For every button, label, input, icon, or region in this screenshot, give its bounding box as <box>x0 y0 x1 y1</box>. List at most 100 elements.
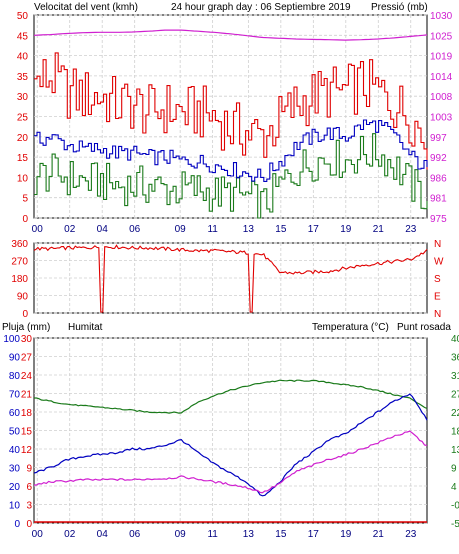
humidity-series <box>33 393 428 497</box>
pressure-axis-tick-label: 975 <box>430 214 447 225</box>
humidity-axis-tick-label: 0 <box>14 519 20 530</box>
temperature-x-tick-label: 21 <box>373 529 385 540</box>
wind-x-tick-label: 13 <box>243 224 255 235</box>
dewpoint-axis-title: Punt rosada <box>397 322 451 333</box>
pressure-axis-tick-label: 1025 <box>430 31 453 42</box>
rain-axis-tick-label: 15 <box>21 427 33 438</box>
wind-axis-title: Velocitat del vent (kmh) <box>34 2 138 13</box>
temperature-x-tick-label: 06 <box>129 529 141 540</box>
rain-axis-tick-label: 30 <box>21 334 33 345</box>
rain-axis-tick-label: 9 <box>26 464 32 475</box>
temperature-x-tick-label: 19 <box>340 529 352 540</box>
wind-x-tick-label: 23 <box>405 224 417 235</box>
pressure-series <box>33 29 428 41</box>
wind-x-tick-label: 06 <box>129 224 141 235</box>
rain-axis-tick-label: 18 <box>21 408 33 419</box>
rain-axis-tick-label: 27 <box>21 353 33 364</box>
humidity-axis-tick-label: 10 <box>9 501 21 512</box>
rain-axis-tick-label: 0 <box>26 519 32 530</box>
pressure-axis-tick-label: 986 <box>430 173 447 184</box>
wind-x-tick-label: 17 <box>308 224 320 235</box>
direction-compass-tick-label: N <box>434 239 441 250</box>
dewpoint-series <box>34 430 428 494</box>
wind-x-tick-label: 00 <box>32 224 44 235</box>
temperature-axis-tick-label: -5 <box>451 519 459 530</box>
wind-direction-series <box>33 244 428 313</box>
temperature-axis-tick-label: 40 <box>451 334 459 345</box>
humidity-axis-tick-label: 20 <box>9 482 21 493</box>
temperature-axis-tick-label: 4 <box>451 482 457 493</box>
temperature-x-tick-label: 17 <box>308 529 320 540</box>
direction-compass-tick-label: W <box>434 257 444 268</box>
pressure-axis-title: Pressió (mb) <box>371 2 428 13</box>
pressure-axis-tick-label: 1014 <box>430 72 453 83</box>
humidity-axis-tick-label: 100 <box>3 334 20 345</box>
temperature-x-tick-label: 11 <box>207 529 218 540</box>
rain-axis-tick-label: 6 <box>26 482 32 493</box>
graph-title: 24 hour graph day : 06 Septiembre 2019 <box>171 2 351 13</box>
direction-compass-tick-label: E <box>434 292 441 303</box>
pressure-axis-tick-label: 992 <box>430 153 447 164</box>
humidity-axis-tick-label: 30 <box>9 464 21 475</box>
rain-axis-tick-label: 12 <box>21 445 33 456</box>
wind-axis-tick-label: 20 <box>17 133 29 144</box>
temperature-x-tick-label: 00 <box>32 529 44 540</box>
rain-axis-tick-label: 3 <box>26 501 32 512</box>
pressure-axis-tick-label: 981 <box>430 194 447 205</box>
temperature-axis-tick-label: 13 <box>451 445 459 456</box>
wind-x-tick-label: 02 <box>64 224 76 235</box>
wind-axis-tick-label: 25 <box>17 113 29 124</box>
humidity-axis-tick-label: 90 <box>9 353 21 364</box>
humidity-axis-tick-label: 70 <box>9 390 21 401</box>
humidity-axis-tick-label: 50 <box>9 427 21 438</box>
direction-axis-tick-label: 90 <box>17 292 29 303</box>
temperature-axis-tick-label: 18 <box>451 427 459 438</box>
humidity-axis-tick-label: 60 <box>9 408 21 419</box>
wind-x-tick-label: 11 <box>207 224 218 235</box>
pressure-axis-tick-label: 1008 <box>430 92 453 103</box>
rain-axis-tick-label: 24 <box>21 371 33 382</box>
pressure-axis-tick-label: 1030 <box>430 11 453 22</box>
temperature-x-tick-label: 02 <box>64 529 76 540</box>
wind-x-tick-label: 19 <box>340 224 352 235</box>
pressure-axis-tick-label: 1003 <box>430 113 453 124</box>
wind-axis-tick-label: 40 <box>17 52 29 63</box>
wind-low-series <box>34 133 428 219</box>
wind-axis-tick-label: 50 <box>17 11 29 22</box>
wind-axis-tick-label: 10 <box>17 173 29 184</box>
wind-x-tick-label: 09 <box>175 224 187 235</box>
humidity-axis-tick-label: 80 <box>9 371 21 382</box>
direction-axis-tick-label: 0 <box>22 309 28 320</box>
direction-compass-tick-label: N <box>434 309 441 320</box>
wind-axis-tick-label: 0 <box>22 214 28 225</box>
wind-x-tick-label: 15 <box>275 224 287 235</box>
wind-x-tick-label: 04 <box>97 224 109 235</box>
temperature-axis-tick-label: 36 <box>451 353 459 364</box>
temperature-x-tick-label: 09 <box>175 529 187 540</box>
temperature-axis-tick-label: 22 <box>451 408 459 419</box>
direction-axis-tick-label: 180 <box>11 274 28 285</box>
wind-axis-tick-label: 35 <box>17 72 29 83</box>
temperature-series <box>34 379 428 414</box>
temperature-x-tick-label: 04 <box>97 529 109 540</box>
wind-panel: 5045403530252015105010301025101910141008… <box>17 11 453 235</box>
rain-axis-title: Pluja (mm) <box>2 322 50 333</box>
wind-axis-tick-label: 30 <box>17 92 29 103</box>
wind-gust-series <box>34 52 428 170</box>
temperature-panel: 1009080706050403020100302724211815129630… <box>3 334 459 540</box>
humidity-axis-title: Humitat <box>68 322 103 333</box>
pressure-axis-tick-label: 997 <box>430 133 447 144</box>
temperature-x-tick-label: 23 <box>405 529 417 540</box>
direction-axis-tick-label: 360 <box>11 239 28 250</box>
humidity-axis-tick-label: 40 <box>9 445 21 456</box>
pressure-axis-tick-label: 1019 <box>430 52 453 63</box>
wind-axis-tick-label: 45 <box>17 31 29 42</box>
temperature-axis-tick-label: 31 <box>451 371 459 382</box>
temperature-axis-tick-label: -0 <box>451 501 459 512</box>
temperature-x-tick-label: 15 <box>275 529 287 540</box>
direction-compass-tick-label: S <box>434 274 441 285</box>
temperature-axis-tick-label: 9 <box>451 464 457 475</box>
wind-average-series <box>34 119 428 182</box>
